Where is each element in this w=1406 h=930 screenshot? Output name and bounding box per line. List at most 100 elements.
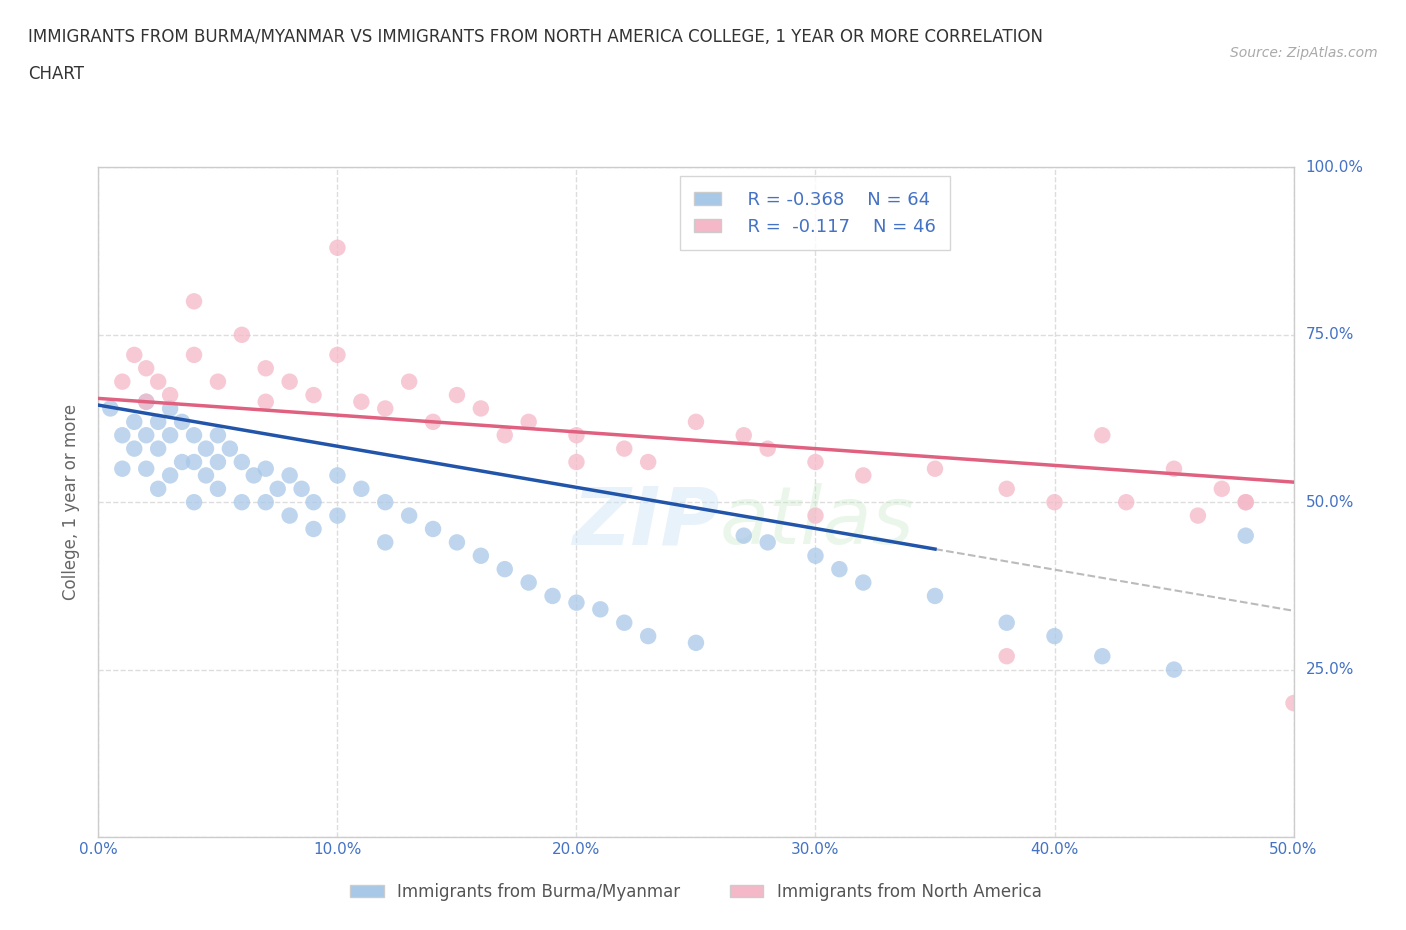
Point [159,401,181,416]
Point [98,401,122,416]
Point [685,635,707,650]
Legend: Immigrants from Burma/Myanmar, Immigrants from North America: Immigrants from Burma/Myanmar, Immigrant… [342,874,1050,909]
Point [124,348,146,363]
Point [159,468,181,483]
Point [124,441,146,456]
Point [637,455,659,470]
Point [326,348,349,363]
Point [290,482,312,497]
Point [1211,482,1233,497]
Point [254,394,277,409]
Point [194,468,217,483]
Point [804,508,827,523]
Point [243,468,266,483]
Point [231,327,253,342]
Point [278,468,301,483]
Point [422,522,444,537]
Point [804,455,827,470]
Point [852,468,875,483]
Point [446,535,468,550]
Point [302,522,325,537]
Point [207,374,229,389]
Point [589,602,612,617]
Point [194,441,217,456]
Point [995,649,1018,664]
Point [374,401,396,416]
Text: IMMIGRANTS FROM BURMA/MYANMAR VS IMMIGRANTS FROM NORTH AMERICA COLLEGE, 1 YEAR O: IMMIGRANTS FROM BURMA/MYANMAR VS IMMIGRA… [28,28,1043,46]
Text: CHART: CHART [28,65,84,83]
Point [159,388,181,403]
Point [183,428,205,443]
Point [172,415,194,430]
Text: atlas: atlas [720,484,915,562]
Point [565,455,588,470]
Point [1234,528,1257,543]
Point [1163,662,1185,677]
Point [1043,629,1066,644]
Point [148,415,170,430]
Point [1091,428,1114,443]
Point [565,428,588,443]
Point [135,428,157,443]
Point [541,589,564,604]
Point [172,455,194,470]
Point [219,441,242,456]
Point [183,495,205,510]
Point [1115,495,1137,510]
Point [124,415,146,430]
Point [756,441,779,456]
Point [470,549,492,564]
Point [1043,495,1066,510]
Point [135,461,157,476]
Point [135,394,157,409]
Point [254,461,277,476]
Point [1163,461,1185,476]
Point [1187,508,1209,523]
Point [267,482,290,497]
Point [231,455,253,470]
Point [231,495,253,510]
Point [302,495,325,510]
Text: 25.0%: 25.0% [1305,662,1354,677]
Point [135,361,157,376]
Point [1234,495,1257,510]
Point [494,428,516,443]
Point [207,455,229,470]
Point [111,461,134,476]
Point [183,455,205,470]
Point [613,616,636,631]
Point [422,415,444,430]
Point [159,428,181,443]
Point [207,428,229,443]
Point [135,394,157,409]
Point [148,482,170,497]
Point [1234,495,1257,510]
Point [494,562,516,577]
Point [111,374,134,389]
Text: 75.0%: 75.0% [1305,327,1354,342]
Point [278,508,301,523]
Point [398,508,420,523]
Point [446,388,468,403]
Point [565,595,588,610]
Text: ZIP: ZIP [572,484,720,562]
Point [326,508,349,523]
Point [828,562,851,577]
Point [613,441,636,456]
Point [148,374,170,389]
Point [326,468,349,483]
Point [278,374,301,389]
Point [733,428,755,443]
Point [995,482,1018,497]
Point [924,461,946,476]
Point [685,415,707,430]
Point [183,294,205,309]
Point [637,629,659,644]
Point [995,616,1018,631]
Point [350,394,373,409]
Point [302,388,325,403]
Text: 50.0%: 50.0% [1305,495,1354,510]
Point [254,495,277,510]
Point [1091,649,1114,664]
Y-axis label: College, 1 year or more: College, 1 year or more [62,405,80,600]
